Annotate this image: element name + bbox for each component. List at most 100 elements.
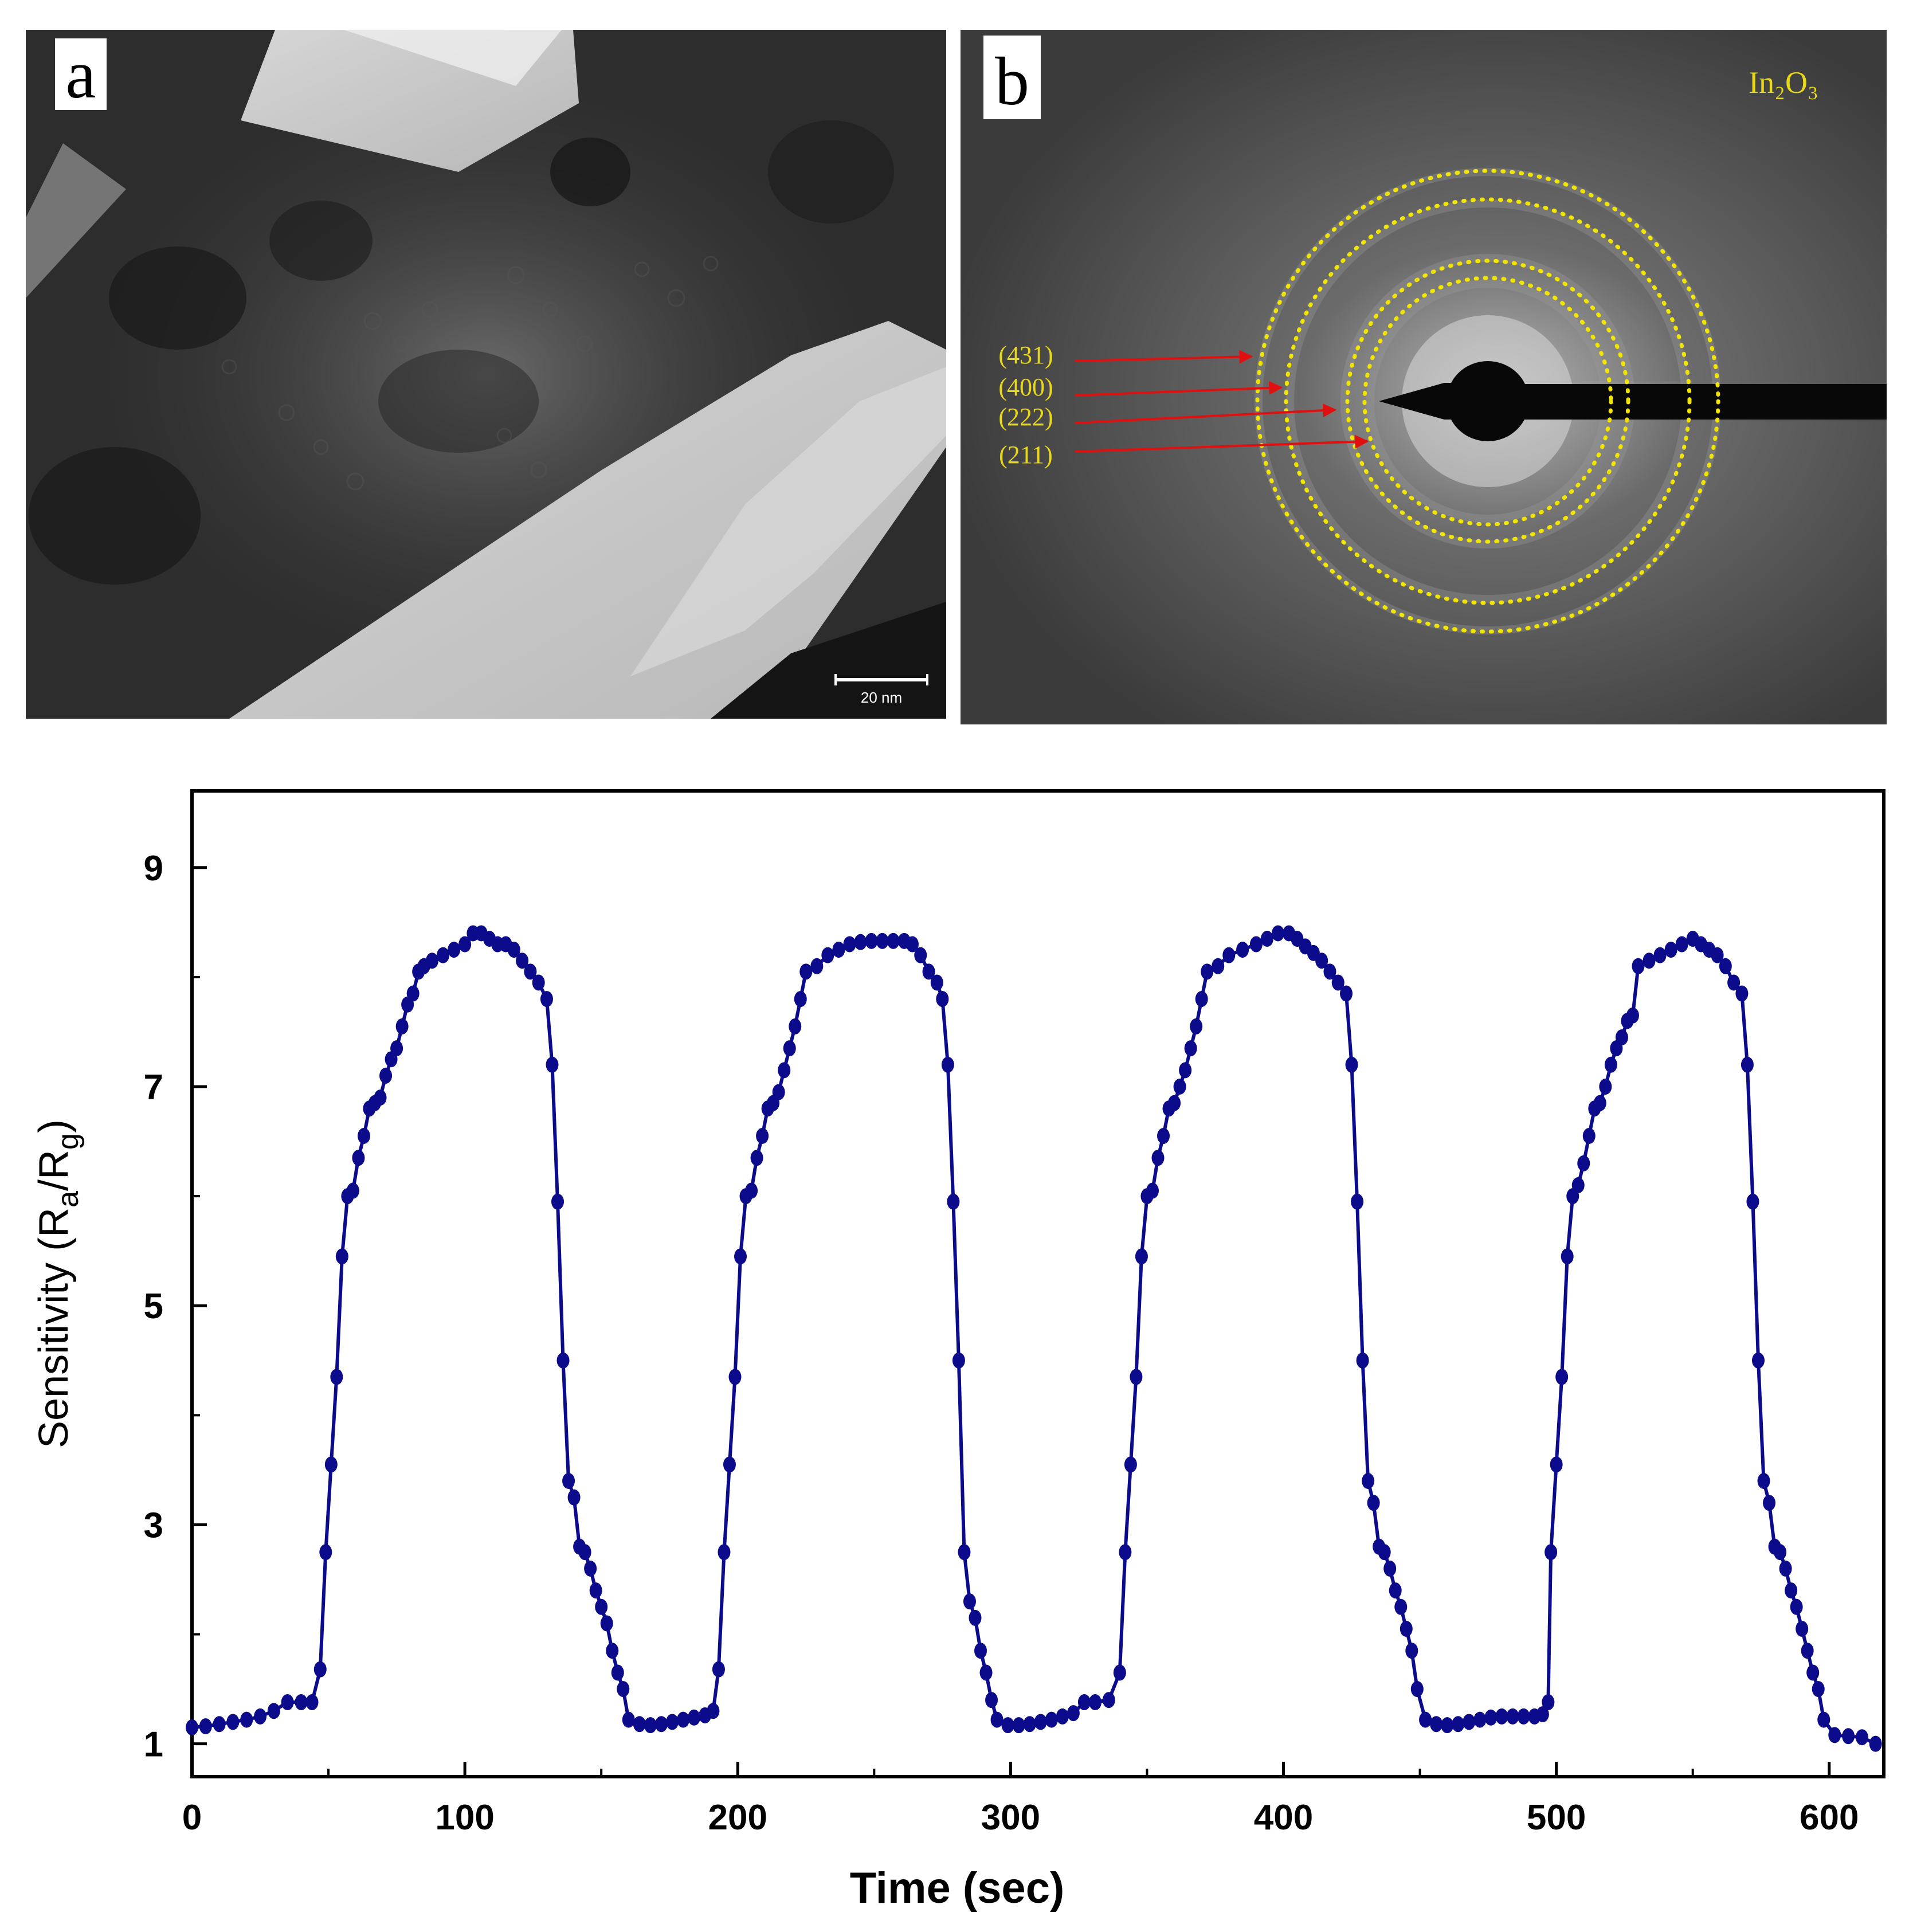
data-point <box>887 932 900 949</box>
data-point <box>1452 1716 1465 1733</box>
data-point <box>1236 942 1249 958</box>
data-point <box>1741 1056 1754 1073</box>
x-tick-label: 400 <box>1254 1798 1313 1837</box>
data-point <box>540 991 553 1008</box>
ring-label-431: (431) <box>998 341 1053 369</box>
data-point <box>1113 1664 1126 1681</box>
saed-rings <box>1255 168 1720 634</box>
data-point <box>1550 1456 1563 1473</box>
data-point <box>1430 1716 1443 1733</box>
data-point <box>718 1544 731 1561</box>
data-point <box>1179 1062 1192 1079</box>
data-point <box>712 1661 725 1678</box>
data-point <box>1561 1248 1574 1265</box>
data-point <box>1441 1717 1454 1734</box>
data-point <box>1012 1717 1025 1734</box>
ring-222 <box>1345 258 1630 544</box>
data-point <box>606 1643 619 1659</box>
ring-400 <box>1284 197 1692 605</box>
data-point <box>1331 974 1344 991</box>
y-axis: 1 3 5 7 9 <box>144 849 207 1765</box>
panel-b-label-box <box>983 36 1041 119</box>
data-point <box>324 1456 338 1473</box>
data-point <box>1664 942 1677 958</box>
data-point <box>688 1709 701 1726</box>
data-point <box>1405 1643 1418 1659</box>
data-point <box>979 1664 993 1681</box>
data-point <box>821 947 834 963</box>
ring-label-211: (211) <box>999 441 1053 469</box>
data-point <box>1779 1560 1792 1577</box>
data-point <box>1378 1544 1391 1561</box>
data-point <box>1774 1544 1787 1561</box>
data-point <box>1102 1692 1115 1708</box>
data-point <box>551 1193 565 1210</box>
data-point <box>958 1544 971 1561</box>
data-point <box>600 1615 613 1632</box>
data-point <box>1351 1193 1364 1210</box>
arrow-222 <box>1075 403 1337 424</box>
data-point <box>1604 1056 1617 1073</box>
data-point <box>622 1711 635 1728</box>
y-tick-label: 9 <box>144 849 163 888</box>
data-point <box>633 1716 646 1733</box>
data-point <box>990 1711 1004 1728</box>
data-point <box>745 1182 758 1199</box>
data-point <box>319 1544 332 1561</box>
data-point <box>186 1719 198 1735</box>
data-point <box>295 1694 308 1711</box>
data-point <box>1195 991 1208 1008</box>
data-point <box>213 1716 226 1733</box>
data-point <box>1088 1694 1102 1711</box>
data-point <box>1536 1706 1549 1723</box>
data-point <box>810 958 824 974</box>
data-point <box>1157 1128 1170 1144</box>
data-point <box>1315 953 1328 969</box>
data-point <box>677 1711 690 1728</box>
y-tick-label: 7 <box>144 1068 163 1107</box>
data-point <box>1842 1728 1855 1745</box>
data-point <box>1790 1598 1803 1615</box>
data-point <box>1828 1727 1841 1743</box>
data-point <box>1249 936 1263 953</box>
data-point <box>562 1473 575 1489</box>
data-point <box>783 1040 796 1057</box>
data-point <box>952 1352 965 1369</box>
ring-labels: (431) (400) (222) (211) <box>998 341 1053 469</box>
data-point <box>1130 1369 1143 1385</box>
data-point <box>1383 1560 1397 1577</box>
data-point <box>1394 1598 1408 1615</box>
data-point <box>1542 1694 1555 1711</box>
data-point <box>905 936 919 953</box>
arrow-400 <box>1075 381 1283 397</box>
data-point <box>617 1681 630 1698</box>
compound-label: In₂O₃ <box>1749 65 1818 100</box>
data-point <box>390 1040 403 1057</box>
panel-a-label-box <box>55 38 107 110</box>
data-point <box>611 1664 624 1681</box>
data-point <box>1410 1681 1424 1698</box>
x-tick-label: 600 <box>1800 1798 1859 1837</box>
data-point <box>267 1703 280 1719</box>
data-point <box>1495 1708 1508 1725</box>
data-point <box>516 953 529 969</box>
x-tick-label: 500 <box>1527 1798 1586 1837</box>
data-point <box>843 936 856 953</box>
data-point <box>1212 958 1225 974</box>
data-point <box>1201 963 1214 980</box>
arrow-431 <box>1075 350 1253 364</box>
data-point <box>854 934 867 950</box>
data-point <box>1577 1155 1590 1171</box>
data-point <box>1077 1694 1091 1711</box>
data-point <box>1323 963 1336 980</box>
y-tick-label: 1 <box>144 1725 163 1765</box>
x-tick-label: 0 <box>182 1798 202 1837</box>
data-point <box>1367 1495 1380 1511</box>
data-point <box>1400 1621 1413 1637</box>
y-axis-title: Sensitivity (Ra/Rg) <box>31 1119 85 1448</box>
data-point <box>199 1718 212 1735</box>
y-axis-title-slash: /R <box>31 1150 77 1191</box>
data-point <box>1419 1711 1432 1728</box>
data-point <box>1506 1708 1519 1725</box>
data-point <box>1345 1056 1358 1073</box>
